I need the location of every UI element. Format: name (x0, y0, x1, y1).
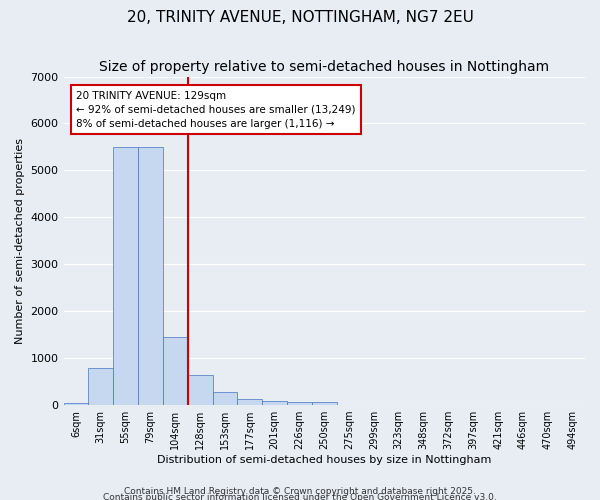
Text: Contains public sector information licensed under the Open Government Licence v3: Contains public sector information licen… (103, 492, 497, 500)
Bar (88, 368, 113, 405)
Bar (64, 402, 88, 405)
Bar (138, 147, 163, 405)
Bar (113, 147, 138, 405)
Text: 20 TRINITY AVENUE: 129sqm
← 92% of semi-detached houses are smaller (13,249)
8% : 20 TRINITY AVENUE: 129sqm ← 92% of semi-… (76, 90, 355, 128)
X-axis label: Distribution of semi-detached houses by size in Nottingham: Distribution of semi-detached houses by … (157, 455, 491, 465)
Y-axis label: Number of semi-detached properties: Number of semi-detached properties (15, 138, 25, 344)
Bar (287, 402, 312, 405)
Bar (212, 392, 238, 405)
Bar (163, 337, 188, 405)
Title: Size of property relative to semi-detached houses in Nottingham: Size of property relative to semi-detach… (99, 60, 550, 74)
Bar (262, 401, 287, 405)
Bar (312, 402, 337, 405)
Bar (238, 399, 262, 405)
Text: 20, TRINITY AVENUE, NOTTINGHAM, NG7 2EU: 20, TRINITY AVENUE, NOTTINGHAM, NG7 2EU (127, 10, 473, 25)
Text: Contains HM Land Registry data © Crown copyright and database right 2025.: Contains HM Land Registry data © Crown c… (124, 487, 476, 496)
Bar (188, 374, 212, 405)
